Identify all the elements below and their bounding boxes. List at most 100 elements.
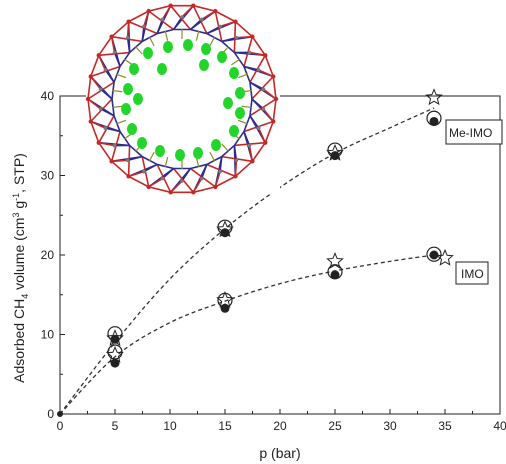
- framework-bond: [170, 180, 183, 193]
- framework-bond: [262, 88, 277, 100]
- methyl-bond: [112, 105, 123, 109]
- framework-atom: [142, 24, 146, 29]
- framework-atom: [199, 17, 204, 22]
- axis-ticks: 0 5 10 15 20 25 30 35 40 0 10 20 30 40: [41, 89, 506, 433]
- framework-bond: [128, 10, 150, 23]
- adsorbate-bead: [229, 125, 239, 137]
- framework-bond: [87, 76, 92, 100]
- y-axis-title-mid: volume (cm: [11, 218, 27, 294]
- point-star-imo: [436, 248, 454, 266]
- methyl-bond: [116, 119, 127, 125]
- y-tick-label: 20: [41, 248, 55, 262]
- framework-atom: [160, 17, 165, 22]
- methyl-bond: [221, 143, 229, 152]
- framework-bond: [236, 35, 253, 39]
- point-star-imo: [106, 345, 124, 363]
- framework-bond: [113, 52, 121, 67]
- adsorbate-bead: [201, 43, 211, 55]
- adsorbate-bead: [157, 63, 167, 75]
- point-star-imo: [326, 252, 344, 269]
- framework-atom: [168, 190, 173, 195]
- framework-bond: [201, 10, 216, 21]
- framework-bond: [272, 98, 277, 122]
- adsorbate-bead: [133, 93, 143, 105]
- framework-atom: [98, 107, 103, 111]
- framework-atom: [250, 159, 255, 164]
- framework-bond: [111, 159, 128, 163]
- framework-bond: [243, 131, 251, 146]
- framework-bond: [249, 81, 264, 90]
- framework-bond: [234, 160, 238, 177]
- framework-atom: [213, 184, 218, 190]
- framework-bond: [272, 76, 277, 100]
- framework-bond: [243, 65, 259, 71]
- adsorbate-bead: [137, 137, 147, 149]
- framework-bond: [87, 98, 102, 110]
- y-tick-label: 10: [41, 328, 55, 342]
- adsorbate-bead: [235, 107, 245, 119]
- framework-bond: [126, 37, 131, 53]
- framework-atom: [160, 176, 165, 181]
- framework-bond: [98, 142, 113, 162]
- framework-atom: [234, 35, 239, 40]
- framework-atom: [256, 68, 261, 72]
- point-star-me-imo: [216, 220, 234, 238]
- framework-bond: [111, 160, 130, 177]
- framework-atom: [85, 96, 91, 102]
- point-filled-circle-me-imo: [429, 116, 439, 126]
- methyl-bond: [237, 73, 248, 79]
- framework-bond: [193, 4, 216, 12]
- point-filled-circle-imo: [429, 250, 439, 260]
- framework-bond: [181, 168, 192, 182]
- framework-bond: [141, 26, 145, 42]
- methyl-bond: [148, 36, 155, 47]
- framework-bond: [156, 19, 164, 34]
- framework-bond: [161, 5, 172, 20]
- framework-bond: [181, 5, 194, 18]
- framework-bond: [126, 21, 130, 38]
- adsorbate-bead: [193, 147, 203, 159]
- legend-imo-label: IMO: [461, 267, 484, 281]
- framework-bond: [234, 21, 253, 38]
- framework-bond: [89, 121, 100, 143]
- framework-bond: [105, 127, 121, 133]
- framework-atom: [112, 143, 117, 148]
- methyl-bond: [124, 58, 133, 66]
- point-filled-circle-imo: [220, 303, 230, 313]
- adsorbate-bead: [129, 63, 139, 75]
- adsorbate-bead: [183, 39, 193, 51]
- fit-curves: [59, 107, 435, 415]
- x-tick-label: 40: [493, 419, 506, 433]
- framework-atom: [146, 184, 151, 190]
- framework-atom: [146, 8, 151, 14]
- point-filled-circle-me-imo: [110, 334, 120, 344]
- framework-atom: [112, 50, 117, 55]
- methyl-bond: [112, 89, 123, 93]
- framework-atom: [263, 140, 268, 145]
- pore-structure-illustration: [85, 2, 280, 195]
- framework-bond: [248, 145, 254, 162]
- framework-bond: [128, 170, 145, 178]
- framework-bond: [214, 171, 221, 188]
- framework-bond: [264, 55, 275, 77]
- x-tick-label: 25: [328, 419, 342, 433]
- framework-atom: [103, 126, 108, 130]
- framework-bond: [127, 155, 143, 162]
- methyl-bond: [241, 105, 252, 109]
- framework-bond: [98, 54, 107, 71]
- framework-bond: [214, 10, 236, 23]
- legend-me-imo-box: [445, 119, 503, 145]
- framework-bond: [214, 175, 236, 188]
- legend-imo-box: [455, 261, 489, 285]
- framework-atom: [142, 169, 146, 174]
- framework-atom: [271, 119, 276, 124]
- framework-atom: [191, 190, 196, 195]
- framework-atom: [213, 8, 218, 14]
- y-axis-title-sup2: -1: [11, 193, 21, 201]
- framework-bond: [148, 4, 171, 12]
- framework-atom: [234, 158, 239, 163]
- framework-atom: [126, 174, 131, 179]
- x-tick-label: 15: [218, 419, 232, 433]
- framework-bond: [193, 186, 216, 194]
